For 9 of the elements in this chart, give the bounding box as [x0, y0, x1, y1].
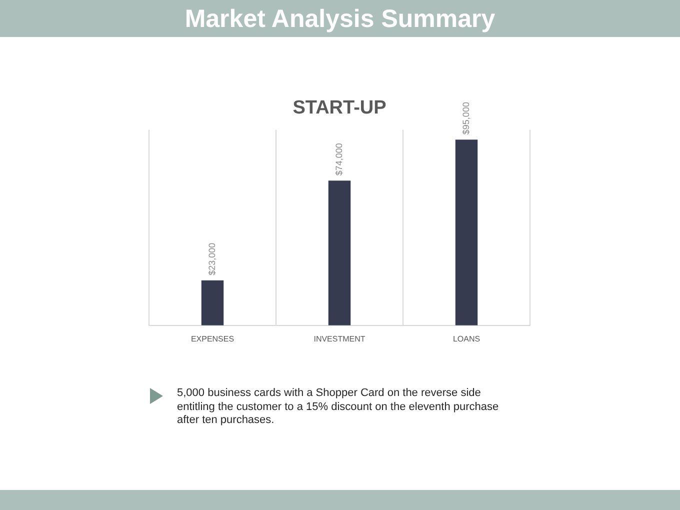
- chart-title: Market Analysis Summary: [184, 5, 496, 34]
- x-tick-label: EXPENSES: [190, 334, 234, 344]
- text: 5,000 business cards with a Shopper Card on the reverse side entitling the customer to a 15% discount on the eleventh purchase after ten purchases.: [177, 387, 500, 428]
- chart-subtitle: START-UP: [292, 98, 387, 119]
- data-label: $23,000: [206, 242, 217, 276]
- data-label: $95,000: [460, 102, 471, 135]
- data-label: $74,000: [334, 143, 344, 176]
- x-tick-label: LOANS: [452, 334, 480, 344]
- x-tick-label: INVESTMENT: [314, 334, 366, 344]
